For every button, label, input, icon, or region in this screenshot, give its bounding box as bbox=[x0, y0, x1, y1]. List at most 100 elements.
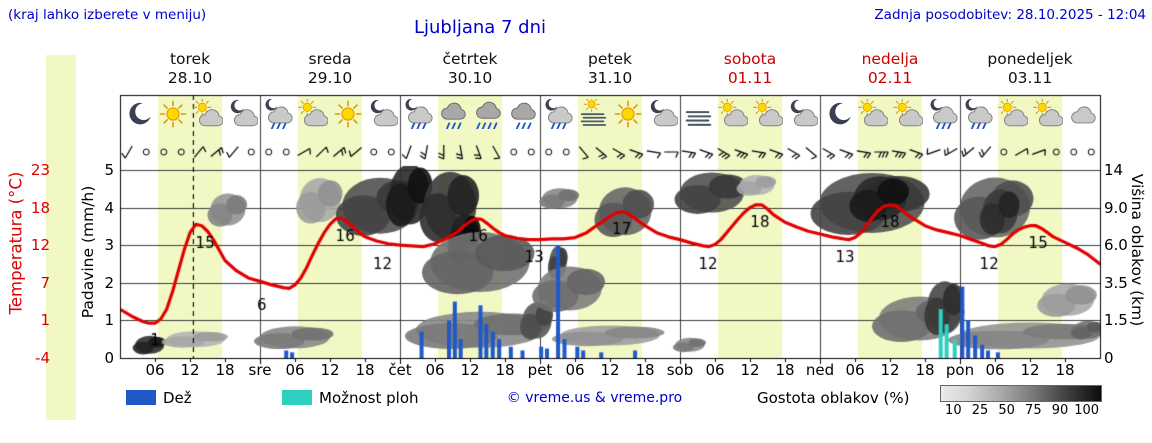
x-tick-label: 12 bbox=[880, 361, 900, 379]
day-name: torek bbox=[169, 50, 211, 68]
rain-legend-label: Dež bbox=[163, 389, 192, 407]
day-date: 03.11 bbox=[1007, 69, 1053, 87]
x-tick-label: 06 bbox=[985, 361, 1005, 379]
day-name: četrtek bbox=[442, 50, 498, 68]
day-name: nedelja bbox=[861, 50, 919, 68]
location-menu-hint: (kraj lahko izberete v meniju) bbox=[8, 7, 207, 23]
cloud-density-tick-label: 100 bbox=[1074, 403, 1100, 418]
x-tick-label: 18 bbox=[495, 361, 515, 379]
axis-tick-label: 6.0 bbox=[1104, 236, 1128, 254]
showers-legend-label: Možnost ploh bbox=[319, 389, 419, 407]
night-rain-icon bbox=[543, 99, 573, 129]
x-tick-label: 18 bbox=[355, 361, 375, 379]
cloud-density-scale-bar bbox=[940, 385, 1102, 402]
axis-tick-label: 1 bbox=[40, 311, 50, 329]
x-tick-label: 18 bbox=[775, 361, 795, 379]
night-rain-icon bbox=[928, 99, 958, 129]
last-update-text: Zadnja posodobitev: 28.10.2025 - 12:04 bbox=[874, 7, 1146, 23]
moon-icon bbox=[123, 99, 153, 129]
axis-tick-label: 3.5 bbox=[1104, 274, 1128, 292]
cloud-density-tick-label: 50 bbox=[998, 403, 1015, 418]
axis-tick-label: 7 bbox=[40, 274, 50, 292]
day-date: 28.10 bbox=[167, 69, 213, 87]
axis-tick-label: 3 bbox=[104, 236, 114, 254]
x-day-label: ned bbox=[805, 361, 835, 379]
x-tick-label: 06 bbox=[705, 361, 725, 379]
x-tick-label: 18 bbox=[1055, 361, 1075, 379]
x-tick-label: 06 bbox=[145, 361, 165, 379]
page-title: Ljubljana 7 dni bbox=[413, 17, 547, 38]
day-date: 01.11 bbox=[727, 69, 773, 87]
day-name: petek bbox=[588, 50, 632, 68]
x-tick-label: 12 bbox=[460, 361, 480, 379]
cloud-density-tick-label: 10 bbox=[945, 403, 962, 418]
axis-tick-label: 4 bbox=[104, 199, 114, 217]
partly-icon bbox=[753, 99, 783, 129]
rain-icon bbox=[508, 99, 538, 129]
fog-icon bbox=[683, 99, 713, 129]
x-tick-label: 12 bbox=[600, 361, 620, 379]
x-tick-label: 12 bbox=[740, 361, 760, 379]
sun-icon bbox=[158, 99, 188, 129]
sun-icon bbox=[333, 99, 363, 129]
x-tick-label: 06 bbox=[565, 361, 585, 379]
axis-tick-label: 9.0 bbox=[1104, 199, 1128, 217]
night-rain-icon bbox=[963, 99, 993, 129]
axis-tick-label: 12 bbox=[30, 236, 50, 254]
day-header-sreda: sreda 29.10 bbox=[260, 50, 400, 88]
partly-icon bbox=[893, 99, 923, 129]
day-name: sobota bbox=[723, 50, 777, 68]
x-tick-label: 18 bbox=[215, 361, 235, 379]
day-date: 29.10 bbox=[307, 69, 353, 87]
x-tick-label: 06 bbox=[845, 361, 865, 379]
sun-icon bbox=[613, 99, 643, 129]
day-header-nedelja: nedelja 02.11 bbox=[820, 50, 960, 88]
partly-icon bbox=[718, 99, 748, 129]
day-date: 31.10 bbox=[587, 69, 633, 87]
cloud-icon bbox=[1068, 99, 1098, 129]
cloud-density-tick-label: 25 bbox=[971, 403, 989, 418]
axis-tick-label: 18 bbox=[30, 199, 50, 217]
axis-tick-label: 5 bbox=[104, 161, 114, 179]
rain-icon bbox=[438, 99, 468, 129]
x-tick-label: 12 bbox=[1020, 361, 1040, 379]
x-tick-label: 06 bbox=[425, 361, 445, 379]
copyright-link[interactable]: © vreme.us & vreme.pro bbox=[506, 390, 683, 406]
partly-night-icon bbox=[788, 99, 818, 129]
axis-tick-label: -4 bbox=[35, 349, 50, 367]
showers-legend-swatch bbox=[282, 390, 312, 405]
x-tick-label: 12 bbox=[180, 361, 200, 379]
rain-legend-swatch bbox=[126, 390, 156, 405]
heavy-rain-icon bbox=[473, 99, 503, 129]
day-header-ponedeljek: ponedeljek 03.11 bbox=[960, 50, 1100, 88]
partly-night-icon bbox=[648, 99, 678, 129]
partly-night-icon bbox=[368, 99, 398, 129]
axis-tick-label: 14 bbox=[1104, 161, 1124, 179]
night-rain-icon bbox=[263, 99, 293, 129]
day-header-torek: torek 28.10 bbox=[120, 50, 260, 88]
partly-icon bbox=[193, 99, 223, 129]
day-name: ponedeljek bbox=[987, 50, 1073, 68]
x-day-label: sob bbox=[666, 361, 694, 379]
cloud-density-tick-label: 75 bbox=[1025, 403, 1042, 418]
axis-tick-label: 23 bbox=[30, 161, 50, 179]
partly-icon bbox=[298, 99, 328, 129]
moon-icon bbox=[823, 99, 853, 129]
day-date: 02.11 bbox=[867, 69, 913, 87]
x-day-label: pet bbox=[527, 361, 553, 379]
x-day-label: pon bbox=[945, 361, 975, 379]
day-header-sobota: sobota 01.11 bbox=[680, 50, 820, 88]
axis-tick-label: 1 bbox=[104, 311, 114, 329]
axis-tick-label: 2 bbox=[104, 274, 114, 292]
night-rain-icon bbox=[403, 99, 433, 129]
x-tick-label: 18 bbox=[635, 361, 655, 379]
x-tick-label: 06 bbox=[285, 361, 305, 379]
axis-tick-label: 0 bbox=[1104, 349, 1114, 367]
day-header-četrtek: četrtek 30.10 bbox=[400, 50, 540, 88]
axis-tick-label: 0 bbox=[104, 349, 114, 367]
partly-night-icon bbox=[228, 99, 258, 129]
day-name: sreda bbox=[308, 50, 352, 68]
partly-icon bbox=[858, 99, 888, 129]
axis-tick-label: 1.5 bbox=[1104, 311, 1128, 329]
